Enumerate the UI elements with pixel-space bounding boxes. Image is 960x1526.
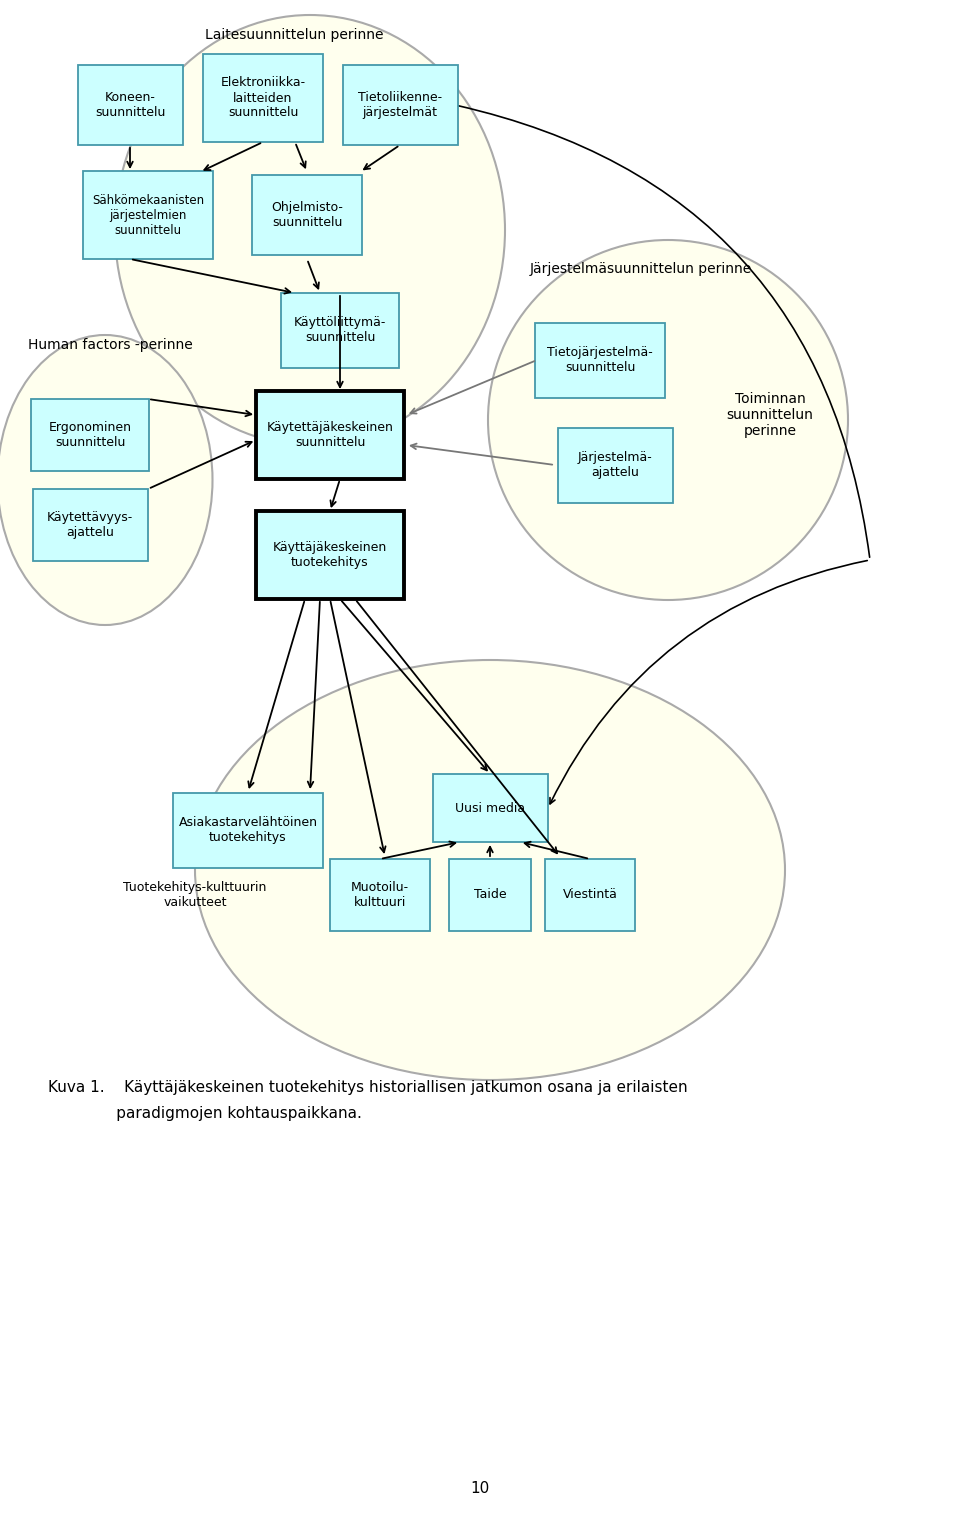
FancyBboxPatch shape xyxy=(256,391,404,479)
Text: Koneen-
suunnittelu: Koneen- suunnittelu xyxy=(95,92,165,119)
FancyBboxPatch shape xyxy=(535,322,665,397)
Text: Sähkömekaanisten
järjestelmien
suunnittelu: Sähkömekaanisten järjestelmien suunnitte… xyxy=(92,194,204,237)
Ellipse shape xyxy=(0,336,212,626)
FancyBboxPatch shape xyxy=(449,859,531,931)
Text: Ohjelmisto-
suunnittelu: Ohjelmisto- suunnittelu xyxy=(271,201,343,229)
Text: Järjestelmäsuunnittelun perinne: Järjestelmäsuunnittelun perinne xyxy=(530,262,753,276)
FancyBboxPatch shape xyxy=(173,792,323,867)
Text: Uusi media: Uusi media xyxy=(455,801,525,815)
FancyBboxPatch shape xyxy=(545,859,635,931)
FancyBboxPatch shape xyxy=(343,66,458,145)
FancyBboxPatch shape xyxy=(31,398,149,472)
Text: Toiminnan
suunnittelun
perinne: Toiminnan suunnittelun perinne xyxy=(727,392,813,438)
FancyBboxPatch shape xyxy=(558,427,673,502)
FancyBboxPatch shape xyxy=(330,859,430,931)
Ellipse shape xyxy=(195,661,785,1080)
Text: Käytettäjäkeskeinen
suunnittelu: Käytettäjäkeskeinen suunnittelu xyxy=(267,421,394,449)
Text: Muotoilu-
kulttuuri: Muotoilu- kulttuuri xyxy=(351,881,409,909)
Text: Järjestelmä-
ajattelu: Järjestelmä- ajattelu xyxy=(578,452,653,479)
Text: Tietojärjestelmä-
suunnittelu: Tietojärjestelmä- suunnittelu xyxy=(547,346,653,374)
Text: Viestintä: Viestintä xyxy=(563,888,617,902)
Text: paradigmojen kohtauspaikkana.: paradigmojen kohtauspaikkana. xyxy=(48,1106,362,1122)
Text: Human factors -perinne: Human factors -perinne xyxy=(28,337,193,353)
FancyBboxPatch shape xyxy=(83,171,213,259)
Text: Laitesuunnittelun perinne: Laitesuunnittelun perinne xyxy=(205,27,383,43)
Text: Tuotekehitys-kulttuurin
vaikutteet: Tuotekehitys-kulttuurin vaikutteet xyxy=(123,881,267,909)
FancyBboxPatch shape xyxy=(281,293,399,368)
Ellipse shape xyxy=(115,15,505,446)
Text: Tietoliikenne-
järjestelmät: Tietoliikenne- järjestelmät xyxy=(358,92,442,119)
FancyBboxPatch shape xyxy=(256,511,404,600)
Text: Kuva 1.    Käyttäjäkeskeinen tuotekehitys historiallisen jatkumon osana ja erila: Kuva 1. Käyttäjäkeskeinen tuotekehitys h… xyxy=(48,1080,687,1096)
FancyBboxPatch shape xyxy=(33,488,148,562)
Text: Käytettävyys-
ajattelu: Käytettävyys- ajattelu xyxy=(47,511,133,539)
Text: Asiakastarvelähtöinen
tuotekehitys: Asiakastarvelähtöinen tuotekehitys xyxy=(179,816,318,844)
Text: Käyttöliittymä-
suunnittelu: Käyttöliittymä- suunnittelu xyxy=(294,316,386,343)
FancyBboxPatch shape xyxy=(433,774,547,842)
FancyBboxPatch shape xyxy=(78,66,182,145)
Text: Elektroniikka-
laitteiden
suunnittelu: Elektroniikka- laitteiden suunnittelu xyxy=(221,76,305,119)
FancyBboxPatch shape xyxy=(203,53,323,142)
Ellipse shape xyxy=(488,240,848,600)
Text: Käyttäjäkeskeinen
tuotekehitys: Käyttäjäkeskeinen tuotekehitys xyxy=(273,542,387,569)
Text: 10: 10 xyxy=(470,1482,490,1495)
Text: Ergonominen
suunnittelu: Ergonominen suunnittelu xyxy=(49,421,132,449)
FancyBboxPatch shape xyxy=(252,175,362,255)
Text: Taide: Taide xyxy=(473,888,506,902)
